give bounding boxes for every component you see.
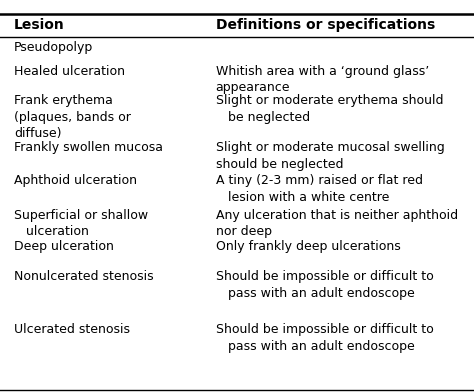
- Text: Nonulcerated stenosis: Nonulcerated stenosis: [14, 270, 154, 283]
- Text: Ulcerated stenosis: Ulcerated stenosis: [14, 323, 130, 336]
- Text: Healed ulceration: Healed ulceration: [14, 65, 125, 78]
- Text: Should be impossible or difficult to
   pass with an adult endoscope: Should be impossible or difficult to pas…: [216, 270, 433, 300]
- Text: Pseudopolyp: Pseudopolyp: [14, 41, 93, 54]
- Text: Definitions or specifications: Definitions or specifications: [216, 18, 435, 32]
- Text: Frankly swollen mucosa: Frankly swollen mucosa: [14, 141, 163, 154]
- Text: Whitish area with a ‘ground glass’
appearance: Whitish area with a ‘ground glass’ appea…: [216, 65, 429, 94]
- Text: Aphthoid ulceration: Aphthoid ulceration: [14, 174, 137, 187]
- Text: Frank erythema
(plaques, bands or
diffuse): Frank erythema (plaques, bands or diffus…: [14, 94, 131, 140]
- Text: Should be impossible or difficult to
   pass with an adult endoscope: Should be impossible or difficult to pas…: [216, 323, 433, 353]
- Text: Slight or moderate mucosal swelling
should be neglected: Slight or moderate mucosal swelling shou…: [216, 141, 445, 171]
- Text: Lesion: Lesion: [14, 18, 65, 32]
- Text: Any ulceration that is neither aphthoid
nor deep: Any ulceration that is neither aphthoid …: [216, 209, 458, 238]
- Text: Deep ulceration: Deep ulceration: [14, 240, 114, 253]
- Text: Superficial or shallow
   ulceration: Superficial or shallow ulceration: [14, 209, 148, 238]
- Text: Only frankly deep ulcerations: Only frankly deep ulcerations: [216, 240, 401, 253]
- Text: A tiny (2-3 mm) raised or flat red
   lesion with a white centre: A tiny (2-3 mm) raised or flat red lesio…: [216, 174, 423, 204]
- Text: Slight or moderate erythema should
   be neglected: Slight or moderate erythema should be ne…: [216, 94, 443, 123]
